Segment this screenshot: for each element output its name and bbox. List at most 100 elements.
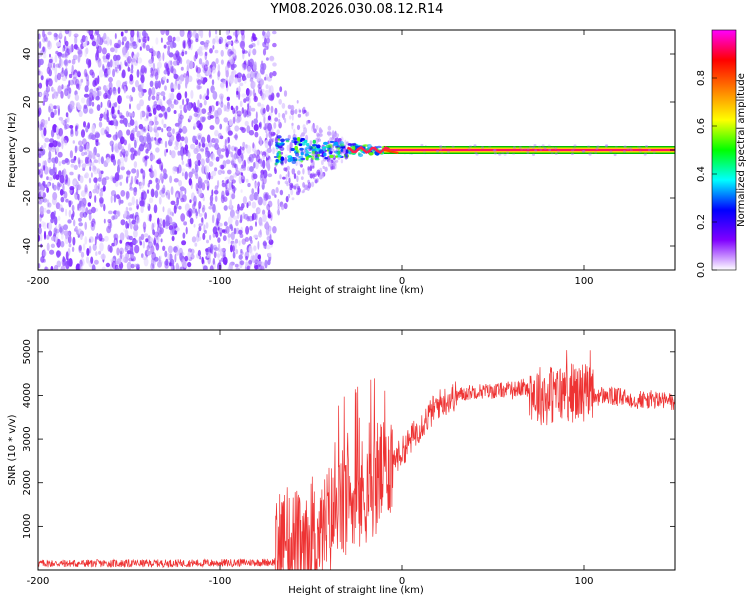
noise-speckle [129, 74, 134, 82]
trailing-speckle [469, 145, 472, 148]
noise-speckle [174, 140, 179, 147]
noise-speckle [108, 210, 113, 215]
noise-speckle [211, 214, 215, 224]
noise-speckle [80, 190, 86, 198]
x-tick-label: -200 [27, 576, 50, 587]
noise-speckle [170, 263, 174, 270]
noise-speckle [238, 157, 242, 165]
noise-speckle [88, 108, 94, 115]
noise-speckle [255, 154, 261, 163]
noise-speckle [149, 214, 152, 222]
noise-speckle [188, 39, 192, 49]
noise-speckle [198, 30, 203, 36]
noise-speckle [184, 203, 190, 212]
noise-speckle [209, 234, 212, 241]
noise-speckle [258, 230, 263, 238]
noise-speckle [247, 182, 251, 188]
noise-speckle [128, 207, 133, 211]
noise-speckle [131, 196, 135, 206]
noise-speckle [191, 236, 197, 243]
noise-speckle [151, 86, 156, 96]
noise-speckle [120, 31, 124, 37]
transition-speckle [280, 151, 284, 155]
noise-speckle [195, 173, 198, 179]
spectrogram-y-axis-title: Frequency (Hz) [7, 112, 18, 188]
transition-speckle [309, 164, 313, 171]
noise-speckle [84, 48, 88, 58]
noise-speckle [197, 99, 200, 109]
noise-speckle [241, 48, 246, 55]
noise-speckle [222, 80, 226, 84]
noise-speckle [256, 40, 260, 46]
noise-speckle [184, 91, 188, 99]
noise-speckle [183, 73, 187, 78]
noise-speckle [73, 44, 78, 50]
noise-speckle [162, 184, 166, 194]
trailing-speckle [604, 145, 608, 148]
noise-speckle [42, 250, 47, 257]
noise-speckle [152, 264, 155, 269]
signal-speckle [325, 144, 331, 148]
trailing-speckle [497, 153, 501, 156]
noise-speckle [232, 245, 235, 253]
noise-speckle [269, 72, 273, 79]
noise-speckle [85, 36, 88, 45]
signal-speckle [366, 144, 372, 149]
noise-speckle [225, 30, 230, 36]
noise-speckle [121, 69, 126, 79]
noise-speckle [106, 63, 111, 70]
noise-speckle [219, 93, 224, 100]
noise-speckle [218, 222, 223, 227]
noise-speckle [154, 131, 160, 138]
noise-speckle [173, 53, 178, 61]
noise-speckle [101, 266, 106, 270]
noise-speckle [209, 125, 215, 130]
noise-speckle [71, 204, 75, 212]
noise-speckle [156, 235, 159, 240]
noise-speckle [89, 236, 94, 243]
noise-speckle [95, 95, 100, 101]
trailing-speckle [475, 153, 479, 156]
noise-speckle [157, 222, 162, 228]
signal-speckle [376, 145, 382, 149]
signal-speckle [368, 152, 374, 156]
noise-speckle [238, 254, 243, 260]
noise-speckle [113, 194, 117, 203]
transition-speckle [288, 177, 291, 184]
noise-speckle [70, 71, 75, 76]
noise-speckle [164, 85, 167, 91]
noise-speckle [80, 234, 83, 240]
trailing-speckle [443, 146, 447, 149]
noise-speckle [113, 54, 118, 61]
noise-speckle [88, 245, 92, 254]
noise-speckle [93, 165, 96, 170]
noise-speckle [215, 110, 220, 119]
noise-speckle [253, 81, 257, 87]
noise-speckle [179, 104, 183, 110]
signal-speckle [301, 157, 306, 161]
noise-speckle [80, 38, 84, 44]
transition-speckle [298, 108, 301, 113]
noise-speckle [140, 233, 145, 241]
noise-speckle [177, 83, 181, 90]
noise-speckle [53, 91, 59, 99]
noise-speckle [217, 169, 223, 175]
transition-speckle [277, 180, 281, 185]
noise-speckle [269, 55, 275, 61]
noise-speckle [63, 52, 69, 59]
noise-speckle [128, 42, 133, 49]
signal-speckle [280, 138, 285, 143]
noise-speckle [249, 225, 254, 231]
noise-speckle [134, 244, 140, 254]
noise-speckle [126, 250, 132, 255]
noise-speckle [141, 41, 146, 48]
noise-speckle [264, 139, 269, 149]
noise-speckle [38, 162, 41, 167]
transition-speckle [307, 179, 310, 184]
trailing-speckle [420, 143, 424, 147]
y-tick-label: 3000 [22, 426, 33, 451]
noise-speckle [47, 40, 51, 48]
noise-speckle [218, 227, 223, 235]
noise-speckle [124, 62, 128, 67]
